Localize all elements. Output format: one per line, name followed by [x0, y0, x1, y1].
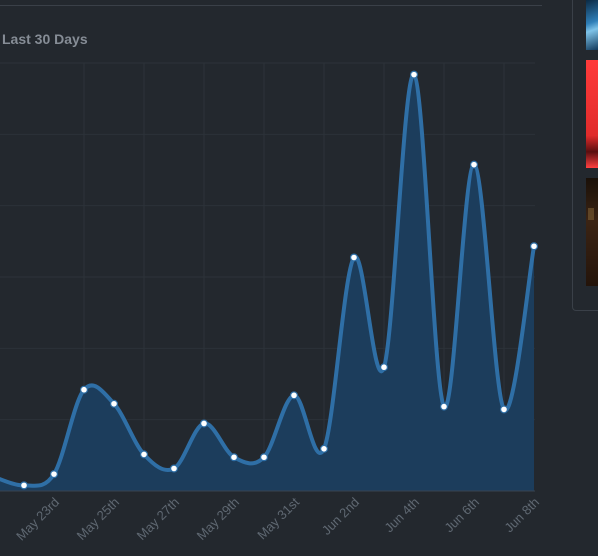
data-point[interactable] — [109, 399, 118, 408]
data-point[interactable] — [260, 453, 269, 462]
chart-area-fill — [0, 74, 534, 491]
data-point[interactable] — [500, 405, 509, 414]
chart-points — [20, 70, 538, 490]
data-point[interactable] — [410, 70, 419, 79]
chart-x-tick-labels: May 23rd May 25th May 27th May 29th May 31st… — [13, 494, 542, 543]
data-point[interactable] — [350, 253, 359, 262]
data-point[interactable] — [79, 385, 88, 394]
data-point[interactable] — [320, 444, 329, 453]
data-point[interactable] — [170, 464, 179, 473]
x-tick-label: Jun 6th — [441, 495, 482, 536]
data-point[interactable] — [470, 160, 479, 169]
side-panel — [572, 0, 598, 311]
x-tick-label: Jun 4th — [381, 495, 422, 536]
data-point[interactable] — [529, 242, 538, 251]
thumbnail-image[interactable] — [586, 60, 598, 168]
x-tick-label: May 29th — [194, 495, 242, 543]
data-point[interactable] — [200, 419, 209, 428]
top-divider — [0, 5, 542, 6]
x-tick-label: May 25th — [74, 495, 122, 543]
x-tick-label: May 27th — [134, 495, 182, 543]
x-tick-label: Jun 2nd — [319, 495, 362, 538]
x-tick-label: May 23rd — [13, 495, 62, 544]
chart-grid — [0, 62, 535, 492]
x-tick-label: Jun 8th — [501, 495, 542, 536]
chart-title: Last 30 Days — [2, 31, 88, 47]
data-point[interactable] — [20, 481, 29, 490]
data-point[interactable] — [380, 363, 389, 372]
thumbnail-image[interactable] — [586, 178, 598, 286]
x-tick-label: May 31st — [254, 494, 302, 542]
data-point[interactable] — [140, 450, 149, 459]
thumbnail-image[interactable] — [586, 0, 598, 50]
data-point[interactable] — [49, 470, 58, 479]
data-point[interactable] — [440, 402, 449, 411]
data-point[interactable] — [290, 391, 299, 400]
data-point[interactable] — [230, 453, 239, 462]
